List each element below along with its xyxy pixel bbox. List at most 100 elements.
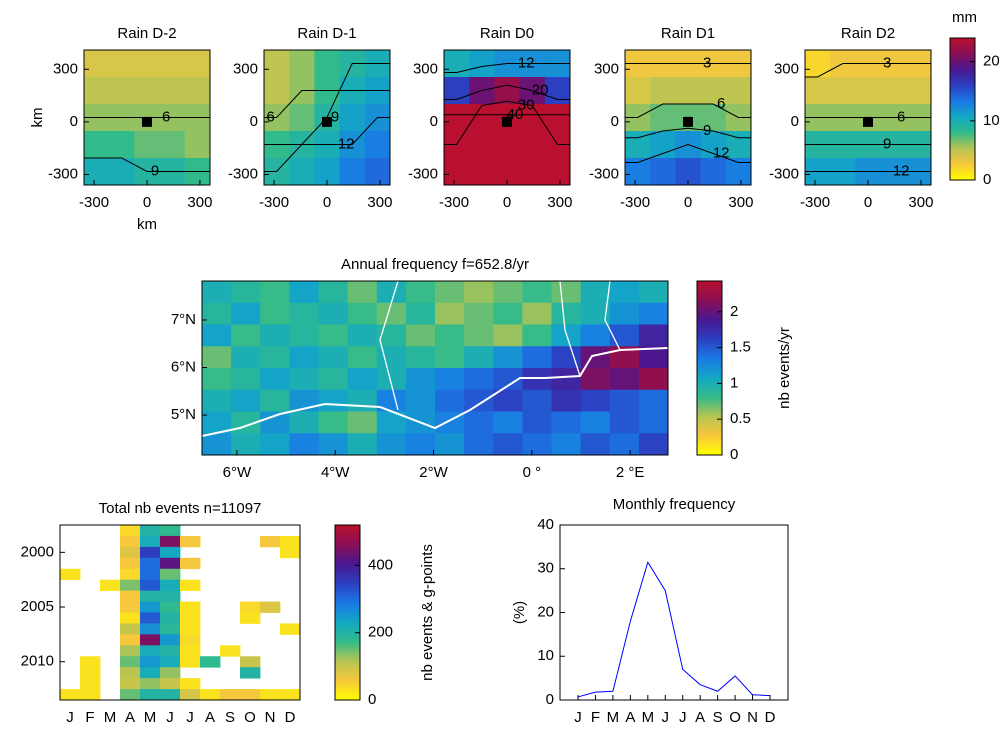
y-tick-label: 0 (250, 113, 258, 130)
x-tick-label: M (144, 709, 157, 726)
heatmap-cell (405, 368, 436, 391)
x-tick-label: D (765, 709, 776, 726)
x-tick-label: J (679, 709, 687, 726)
heatmap-cell (464, 302, 494, 325)
heatmap-cell (140, 656, 161, 668)
heatmap-cell (180, 612, 201, 624)
heatmap-cell (160, 623, 181, 635)
heatmap-cell (638, 324, 669, 347)
heatmap-cell (180, 689, 201, 701)
heatmap-cell (280, 546, 301, 559)
heatmap-cell (84, 158, 110, 186)
colorbar (696, 280, 723, 456)
heatmap-cell (444, 50, 470, 78)
heatmap-cell (60, 568, 81, 581)
x-tick-label: 300 (547, 194, 572, 211)
y-tick-label: 10 (537, 647, 554, 664)
heatmap-cell (347, 433, 378, 456)
heatmap-cell (464, 346, 494, 369)
heatmap-cell (160, 645, 181, 657)
y-tick-label: 0 (430, 113, 438, 130)
heatmap-cell (493, 302, 523, 325)
heatmap-cell (120, 579, 141, 592)
heatmap-cell (184, 131, 211, 159)
heatmap-cell (609, 368, 640, 391)
x-tick-label: A (205, 709, 215, 726)
heatmap-cell (339, 158, 366, 186)
heatmap-cell (134, 131, 160, 159)
y-tick-label: 300 (774, 60, 799, 77)
y-tick-label: -300 (228, 165, 258, 182)
y-tick-label: -300 (769, 165, 799, 182)
heatmap-cell (444, 104, 470, 132)
heatmap-cell (289, 50, 315, 78)
chart-title: Rain D0 (480, 25, 534, 42)
heatmap-cell (220, 689, 241, 701)
heatmap-cell (159, 50, 186, 78)
heatmap-cell (435, 346, 465, 369)
heatmap-cell (140, 568, 161, 581)
heatmap-cell (405, 302, 436, 325)
heatmap-cell (522, 324, 552, 347)
heatmap-cell (880, 77, 907, 105)
heatmap-cell (264, 50, 290, 78)
heatmap-cell (140, 557, 161, 570)
y-tick-label: -300 (408, 165, 438, 182)
contour-line (625, 143, 751, 163)
x-tick-label: J (66, 709, 74, 726)
heatmap-cell (580, 433, 611, 456)
heatmap-cell (522, 389, 552, 412)
x-tick-label: D (285, 709, 296, 726)
heatmap-cell (469, 50, 495, 78)
heatmap-cell (260, 324, 290, 347)
heatmap-cell (609, 324, 640, 347)
heatmap-cell (364, 158, 391, 186)
heatmap-cell (435, 324, 465, 347)
contour-line (264, 117, 390, 145)
heatmap-cell (700, 77, 727, 105)
heatmap-cell (347, 368, 378, 391)
heatmap-cell (120, 535, 141, 548)
heatmap-cell (444, 158, 470, 186)
heatmap-cell (120, 590, 141, 602)
heatmap-cell (544, 158, 571, 186)
x-tick-label: A (695, 709, 705, 726)
heatmap-cell (830, 77, 856, 105)
heatmap-cell (120, 623, 141, 635)
heatmap-cell (140, 634, 161, 646)
heatmap-cell (405, 281, 436, 304)
colorbar-label: mm (952, 9, 977, 26)
heatmap-cell (551, 281, 582, 304)
heatmap-cell (80, 656, 101, 668)
colorbar-tick-label: 20 (983, 53, 1000, 70)
heatmap-cell (160, 667, 181, 679)
heatmap-cell (231, 302, 261, 325)
colorbar-tick-label: 10 (983, 112, 1000, 129)
heatmap-cell (260, 389, 290, 412)
heatmap-cell (180, 579, 201, 592)
heatmap-cell (364, 131, 391, 159)
heatmap-cell (140, 590, 161, 602)
x-tick-label: 300 (367, 194, 392, 211)
chart-title: Rain D2 (841, 25, 895, 42)
border (559, 280, 581, 377)
heatmap-cell (700, 158, 727, 186)
axes-box (559, 524, 789, 701)
heatmap-cell (160, 634, 181, 646)
center-marker (863, 116, 873, 127)
heatmap-cell (120, 689, 141, 701)
heatmap-cell (855, 77, 881, 105)
heatmap-cell (160, 678, 181, 690)
heatmap-cell (580, 346, 611, 369)
heatmap-cell (120, 557, 141, 570)
heatmap-cell (80, 689, 101, 701)
y-tick-label: -300 (48, 165, 78, 182)
coastline (201, 347, 669, 437)
x-tick-label: 0 (503, 194, 511, 211)
contour-label: 3 (703, 54, 711, 71)
heatmap-cell (289, 324, 319, 347)
contour-label: 20 (532, 81, 549, 98)
heatmap-cell (231, 433, 261, 456)
heatmap-cell (318, 346, 349, 369)
heatmap-cell (580, 281, 611, 304)
